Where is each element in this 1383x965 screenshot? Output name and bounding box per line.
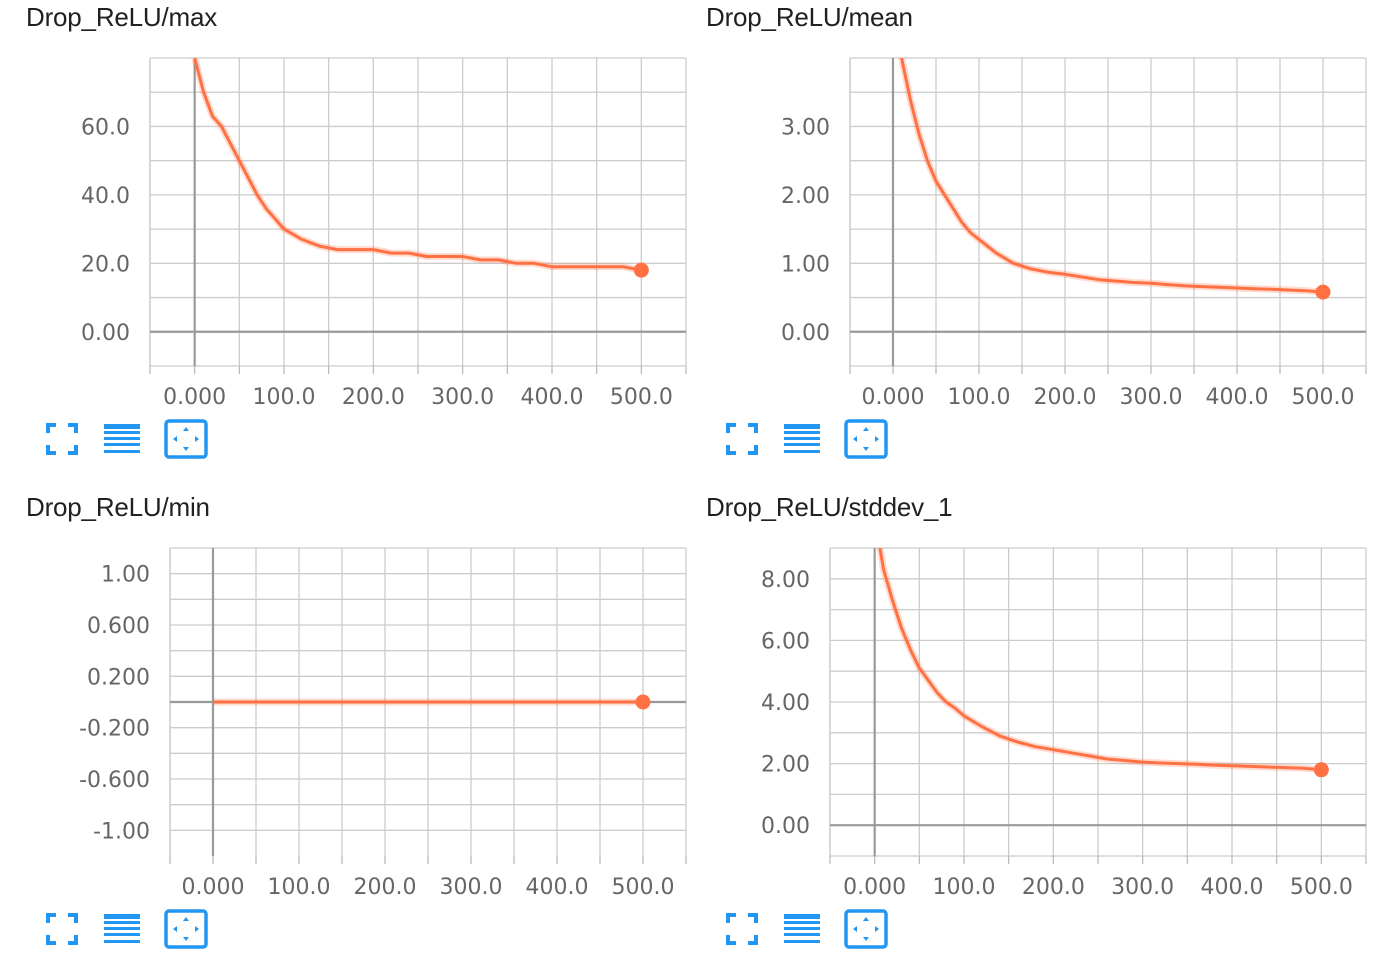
x-tick-label: 100.0 — [948, 385, 1011, 410]
last-point-marker — [633, 262, 649, 278]
x-tick-label: 500.0 — [612, 875, 675, 900]
list-icon — [784, 424, 820, 453]
x-tick-label: 300.0 — [1120, 385, 1183, 410]
grid — [849, 57, 1367, 367]
series-line — [878, 548, 1322, 772]
series-line — [193, 58, 642, 272]
x-tick-label: 400.0 — [1206, 385, 1269, 410]
fit-domain-button[interactable] — [844, 908, 888, 950]
chart-plot[interactable]: 3.00 2.00 1.00 0.00 0.000 100.0 200.0 300.0 400.… — [706, 0, 1383, 418]
y-tick-label: 0.600 — [87, 614, 150, 639]
list-icon — [104, 914, 140, 943]
last-point-marker — [1315, 284, 1331, 300]
x-tick-label: 0.000 — [862, 385, 925, 410]
chart-toolbar — [42, 418, 242, 460]
last-point-marker — [1313, 762, 1329, 778]
x-tick-label: 200.0 — [342, 385, 405, 410]
chart-card: Drop_ReLU/max 60.0 40.0 20.0 0.00 0.000 100.0… — [26, 0, 706, 475]
chart-toolbar — [42, 908, 242, 950]
chart-title: Drop_ReLU/stddev_1 — [706, 492, 953, 522]
x-tick-label: 500.0 — [610, 385, 673, 410]
y-tick-label: 4.00 — [761, 691, 810, 716]
fit-domain-button[interactable] — [164, 908, 208, 950]
x-tick-label: 300.0 — [431, 385, 494, 410]
fit-domain-icon — [844, 909, 888, 949]
x-tick-label: 0.000 — [163, 385, 226, 410]
fit-domain-icon — [844, 419, 888, 459]
x-tick-label: 400.0 — [521, 385, 584, 410]
chart-plot[interactable]: 1.00 0.600 0.200 -0.200 -0.600 -1.00 0.000 100.… — [26, 490, 706, 908]
y-tick-label: 1.00 — [101, 563, 150, 588]
y-tick-label: -0.200 — [79, 717, 150, 742]
x-tick-label: 100.0 — [268, 875, 331, 900]
x-tick-label: 300.0 — [1111, 875, 1174, 900]
fullscreen-button[interactable] — [722, 908, 766, 950]
x-tick-label: 0.000 — [182, 875, 245, 900]
fullscreen-icon — [46, 913, 78, 945]
grid — [829, 547, 1367, 857]
x-tick-label: 200.0 — [354, 875, 417, 900]
fullscreen-icon — [46, 423, 78, 455]
x-tick-label: 0.000 — [843, 875, 906, 900]
x-tick-label: 300.0 — [440, 875, 503, 900]
fit-domain-button[interactable] — [844, 418, 888, 460]
y-tick-label: -0.600 — [79, 768, 150, 793]
y-tick-label: 1.00 — [781, 252, 830, 277]
fullscreen-button[interactable] — [722, 418, 766, 460]
x-tick-label: 500.0 — [1290, 875, 1353, 900]
chart-toolbar — [722, 908, 922, 950]
x-tick-label: 200.0 — [1022, 875, 1085, 900]
y-tick-label: 20.0 — [81, 252, 130, 277]
chart-title: Drop_ReLU/max — [26, 2, 218, 32]
x-tick-label: 200.0 — [1034, 385, 1097, 410]
x-tick-label: 400.0 — [526, 875, 589, 900]
toggle-log-scale-button[interactable] — [102, 908, 146, 950]
y-tick-label: 0.200 — [87, 665, 150, 690]
x-tick-label: 500.0 — [1292, 385, 1355, 410]
chart-card: Drop_ReLU/min 1.00 0.600 0.200 -0.200 -0.600… — [26, 490, 706, 965]
x-tick-label: 100.0 — [253, 385, 316, 410]
y-tick-label: 0.00 — [761, 814, 810, 839]
last-point-marker — [635, 694, 651, 710]
y-tick-label: 6.00 — [761, 629, 810, 654]
toggle-log-scale-button[interactable] — [782, 908, 826, 950]
fit-domain-icon — [164, 909, 208, 949]
chart-title: Drop_ReLU/min — [26, 492, 210, 522]
chart-card: Drop_ReLU/mean 3.00 2.00 1.00 0.00 0.000 100.… — [706, 0, 1383, 475]
list-icon — [784, 914, 820, 943]
chart-plot[interactable]: 8.00 6.00 4.00 2.00 0.00 0.000 100.0 200.0 300.0… — [706, 490, 1383, 908]
grid — [149, 57, 687, 367]
y-tick-label: 2.00 — [761, 753, 810, 778]
y-tick-label: 40.0 — [81, 184, 130, 209]
chart-toolbar — [722, 418, 922, 460]
y-tick-label: 3.00 — [781, 115, 830, 140]
fullscreen-icon — [726, 913, 758, 945]
x-tick-label: 100.0 — [933, 875, 996, 900]
y-tick-label: 2.00 — [781, 184, 830, 209]
y-tick-label: 60.0 — [81, 115, 130, 140]
fullscreen-button[interactable] — [42, 908, 86, 950]
x-tick-label: 400.0 — [1201, 875, 1264, 900]
fullscreen-button[interactable] — [42, 418, 86, 460]
toggle-log-scale-button[interactable] — [102, 418, 146, 460]
toggle-log-scale-button[interactable] — [782, 418, 826, 460]
chart-plot[interactable]: 60.0 40.0 20.0 0.00 0.000 100.0 200.0 300.0 400.… — [26, 0, 706, 418]
y-tick-label: 0.00 — [81, 321, 130, 346]
chart-card: Drop_ReLU/stddev_1 8.00 6.00 4.00 2.00 0.00 0… — [706, 490, 1383, 965]
list-icon — [104, 424, 140, 453]
fit-domain-button[interactable] — [164, 418, 208, 460]
y-tick-label: 8.00 — [761, 568, 810, 593]
fit-domain-icon — [164, 419, 208, 459]
y-tick-label: 0.00 — [781, 321, 830, 346]
series-line — [900, 58, 1324, 294]
chart-title: Drop_ReLU/mean — [706, 2, 913, 32]
y-tick-label: -1.00 — [93, 819, 150, 844]
fullscreen-icon — [726, 423, 758, 455]
